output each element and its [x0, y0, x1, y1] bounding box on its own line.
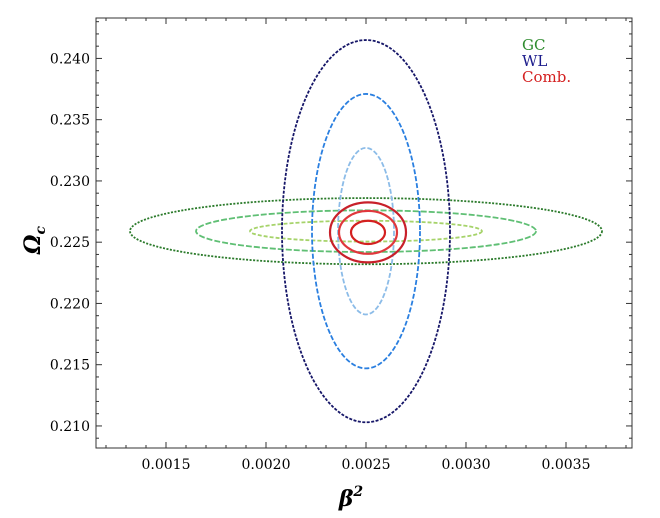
- y-axis-title: Ωc: [20, 225, 49, 255]
- x-tick-label: 0.0030: [442, 457, 491, 473]
- y-axis-subscript: c: [33, 225, 49, 234]
- plot-frame: [95, 17, 633, 449]
- y-tick-label: 0.240: [50, 51, 90, 67]
- y-tick-label: 0.230: [50, 174, 90, 190]
- y-tick-label: 0.220: [50, 296, 90, 312]
- legend-entry-wl: WL: [522, 52, 547, 70]
- x-tick-label: 0.0025: [342, 457, 391, 473]
- contour-gc-3: [129, 197, 603, 266]
- x-axis-superscript: 2: [352, 484, 363, 500]
- contour-comb-1: [349, 219, 387, 246]
- x-axis-title: β2: [338, 484, 364, 512]
- x-tick-label: 0.0035: [542, 457, 591, 473]
- contour-wl-3: [281, 39, 451, 424]
- legend-entry-comb: Comb.: [522, 68, 571, 86]
- contour-gc-2: [195, 209, 537, 253]
- series-comb: [328, 201, 408, 264]
- y-axis-symbol: Ω: [20, 234, 46, 255]
- y-tick-label: 0.225: [50, 235, 90, 251]
- y-tick-label: 0.210: [50, 419, 90, 435]
- y-tick-label: 0.235: [50, 113, 90, 129]
- x-tick-label: 0.0015: [142, 457, 191, 473]
- legend-entry-gc: GC: [522, 36, 545, 54]
- series-wl: [281, 39, 451, 424]
- contour-wl-2: [311, 93, 421, 370]
- contour-comb-2: [337, 209, 399, 255]
- contour-comb-3: [328, 201, 408, 264]
- y-tick-label: 0.215: [50, 358, 90, 374]
- contour-gc-1: [249, 219, 483, 243]
- x-tick-label: 0.0020: [242, 457, 291, 473]
- x-axis-symbol: β: [338, 486, 354, 512]
